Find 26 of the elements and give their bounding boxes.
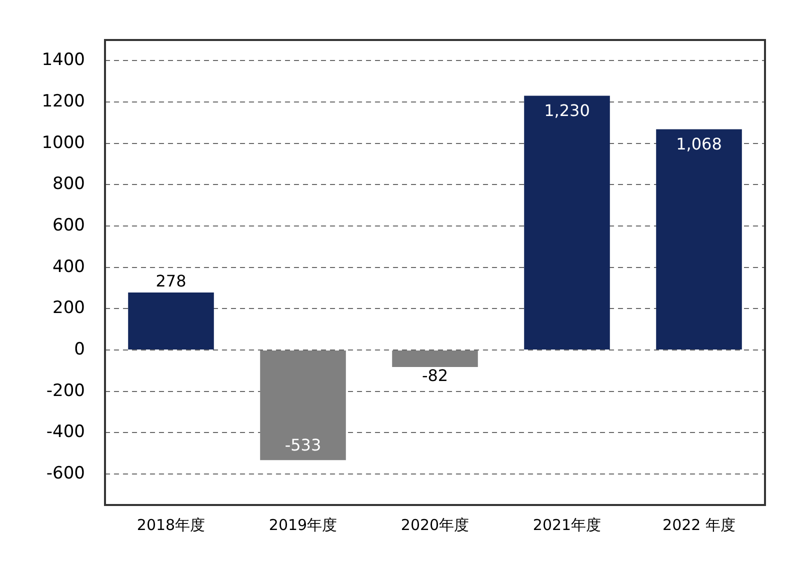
data-label: 278 — [156, 272, 186, 291]
bar — [128, 292, 214, 350]
data-label: -533 — [284, 435, 322, 454]
x-tick-label: 2021年度 — [532, 516, 602, 534]
bar — [260, 350, 346, 460]
y-tick-label: 200 — [52, 298, 85, 318]
x-tick-label: 2022 年度 — [662, 516, 736, 534]
x-tick-label: 2019年度 — [268, 516, 338, 534]
y-tick-label: 600 — [52, 215, 85, 236]
y-tick-label: -400 — [46, 422, 85, 442]
y-tick-label: 1200 — [42, 91, 85, 112]
data-label: 1,068 — [676, 134, 722, 154]
bar — [656, 129, 742, 350]
bar — [392, 350, 478, 367]
data-label: 1,230 — [544, 100, 590, 120]
y-tick-label: 800 — [52, 174, 85, 194]
y-tick-label: 1400 — [42, 50, 85, 70]
x-tick-label: 2020年度 — [400, 516, 470, 534]
y-tick-label: 1000 — [42, 132, 85, 153]
bar — [524, 96, 610, 350]
y-tick-label: 0 — [74, 339, 85, 360]
y-tick-label: -200 — [46, 380, 85, 401]
x-tick-label: 2018年度 — [136, 516, 206, 534]
data-label: -82 — [422, 366, 448, 386]
y-tick-label: -600 — [46, 463, 85, 484]
y-tick-label: 400 — [52, 256, 85, 277]
